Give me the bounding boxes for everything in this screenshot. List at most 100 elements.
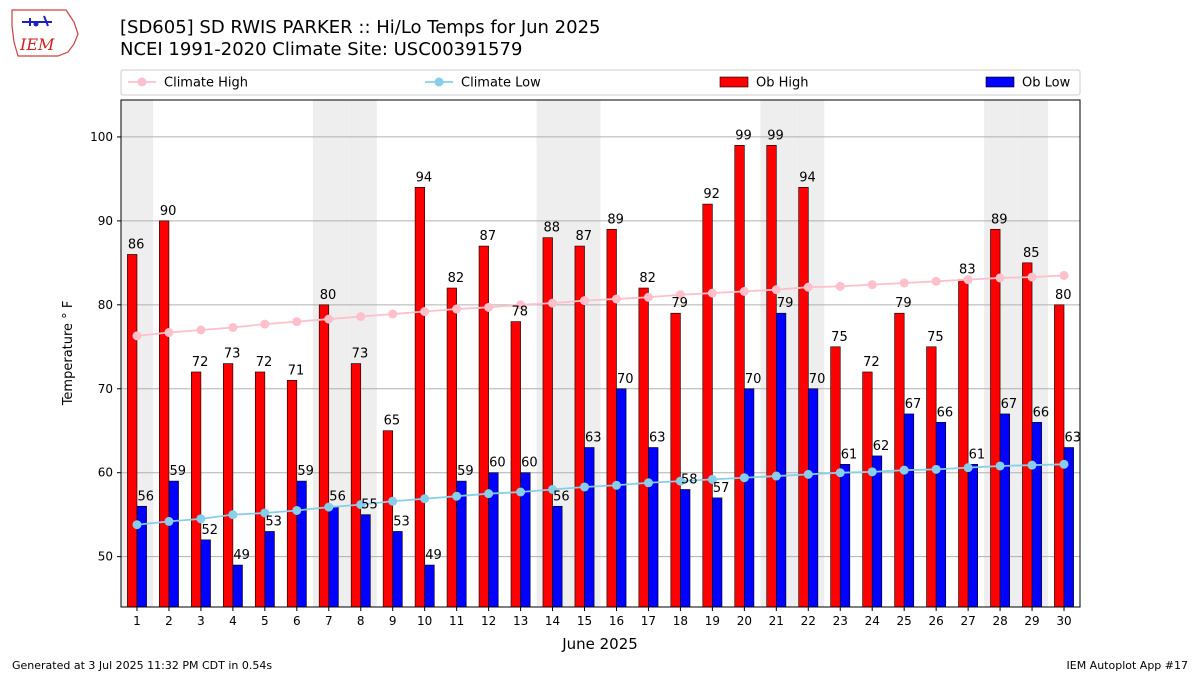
ob-high-bar: [1022, 262, 1033, 608]
ob-low-bar: [839, 464, 851, 608]
ob-low-bar: [712, 497, 723, 608]
legend-swatch-marker: [434, 77, 444, 87]
ob-low-value-label: 56: [138, 489, 155, 504]
climate-low-point: [835, 468, 845, 478]
ob-low-value-label: 53: [393, 514, 410, 529]
climate-high-point: [516, 300, 526, 310]
ob-low-value-label: 63: [1065, 431, 1082, 446]
ob-high-bar: [478, 245, 489, 608]
climate-low-point: [963, 463, 973, 473]
ob-low-bar: [967, 464, 979, 608]
climate-lines: [132, 270, 1069, 530]
legend-label: Climate High: [164, 76, 248, 91]
ob-high-bar: [382, 430, 394, 608]
x-tick-label: 25: [897, 614, 912, 628]
climate-low-point: [611, 480, 621, 490]
ob-low-bar: [296, 480, 307, 608]
x-tick-label: 22: [801, 614, 816, 628]
climate-high-point: [963, 275, 973, 285]
climate-high-point: [132, 331, 142, 341]
climate-low-point: [484, 489, 494, 499]
ob-high-bar: [191, 371, 202, 608]
bars: [127, 145, 1074, 608]
ob-low-value-label: 55: [361, 498, 378, 513]
ob-low-bar: [935, 422, 947, 608]
legend-swatch-marker: [137, 77, 147, 87]
bar-labels: 86 90 72 73 72 71 80 73 65 94 82 87 78 88 87 89 82 79 92 99…: [128, 128, 1081, 563]
ob-high-value-label: 75: [831, 330, 848, 345]
x-tick-label: 12: [481, 614, 496, 628]
ob-high-bar: [542, 237, 553, 608]
ob-high-bar: [766, 145, 777, 608]
ob-low-bar: [232, 564, 243, 608]
ob-high-value-label: 89: [991, 212, 1008, 227]
climate-low-point: [452, 491, 462, 501]
ob-high-bar: [127, 254, 138, 608]
climate-high-point: [324, 314, 334, 324]
ob-high-value-label: 65: [384, 414, 401, 429]
ob-low-value-label: 60: [489, 456, 506, 471]
ob-high-bar: [670, 312, 681, 608]
ob-high-value-label: 79: [895, 296, 912, 311]
ob-low-bar: [264, 531, 275, 608]
climate-high-point: [995, 273, 1005, 283]
ob-high-value-label: 80: [320, 288, 337, 303]
ob-high-value-label: 79: [671, 296, 688, 311]
ob-high-value-label: 73: [352, 347, 369, 362]
x-tick-label: 10: [417, 614, 432, 628]
ob-low-value-label: 59: [297, 464, 314, 479]
climate-low-point: [196, 514, 206, 524]
ob-high-bar: [894, 312, 905, 608]
chart-subtitle: NCEI 1991-2020 Climate Site: USC00391579: [120, 39, 523, 60]
ob-high-bar: [1054, 304, 1065, 608]
ob-low-bar: [424, 564, 435, 608]
climate-high-point: [643, 292, 653, 302]
climate-low-point: [516, 487, 526, 497]
ob-low-bar: [648, 447, 659, 608]
climate-high-point: [164, 328, 174, 338]
x-tick-label: 21: [769, 614, 784, 628]
x-tick-label: 27: [960, 614, 975, 628]
legend-label: Ob High: [756, 76, 809, 91]
ob-low-value-label: 70: [809, 372, 826, 387]
climate-high-point: [611, 294, 621, 304]
ob-high-bar: [446, 287, 457, 608]
climate-high-point: [420, 307, 430, 317]
ob-low-value-label: 70: [745, 372, 762, 387]
climate-low-point: [899, 465, 909, 475]
ob-high-value-label: 72: [863, 355, 880, 370]
footer-app: IEM Autoplot App #17: [1066, 659, 1189, 672]
y-tick-label: 70: [98, 382, 113, 396]
y-tick-label: 100: [90, 130, 113, 144]
ob-low-bar: [871, 455, 883, 608]
x-tick-label: 14: [545, 614, 560, 628]
ob-low-bar: [584, 447, 595, 608]
plot-frame: [120, 99, 1081, 608]
climate-high-point: [388, 309, 398, 319]
ob-high-value-label: 82: [448, 271, 465, 286]
ob-low-value-label: 57: [713, 481, 730, 496]
ob-high-bar: [350, 363, 362, 608]
climate-low-point: [995, 461, 1005, 471]
ob-low-value-label: 63: [585, 431, 602, 446]
ob-low-bar: [616, 388, 627, 608]
x-tick-label: 11: [449, 614, 464, 628]
ob-high-value-label: 80: [1055, 288, 1072, 303]
ob-high-value-label: 71: [288, 363, 305, 378]
x-tick-label: 4: [229, 614, 237, 628]
x-tick-label: 23: [833, 614, 848, 628]
x-tick-label: 13: [513, 614, 528, 628]
ob-high-bar: [798, 186, 809, 608]
ob-high-bar: [606, 228, 617, 608]
ob-high-bar: [926, 346, 937, 608]
ob-low-value-label: 67: [1001, 397, 1018, 412]
ob-low-value-label: 56: [329, 489, 346, 504]
y-tick-label: 80: [98, 298, 113, 312]
x-tick-label: 18: [673, 614, 688, 628]
climate-low-point: [292, 505, 302, 515]
ob-high-value-label: 87: [480, 229, 497, 244]
ob-low-value-label: 52: [201, 523, 218, 538]
y-tick-label: 60: [98, 466, 113, 480]
climate-low-point: [675, 476, 685, 486]
